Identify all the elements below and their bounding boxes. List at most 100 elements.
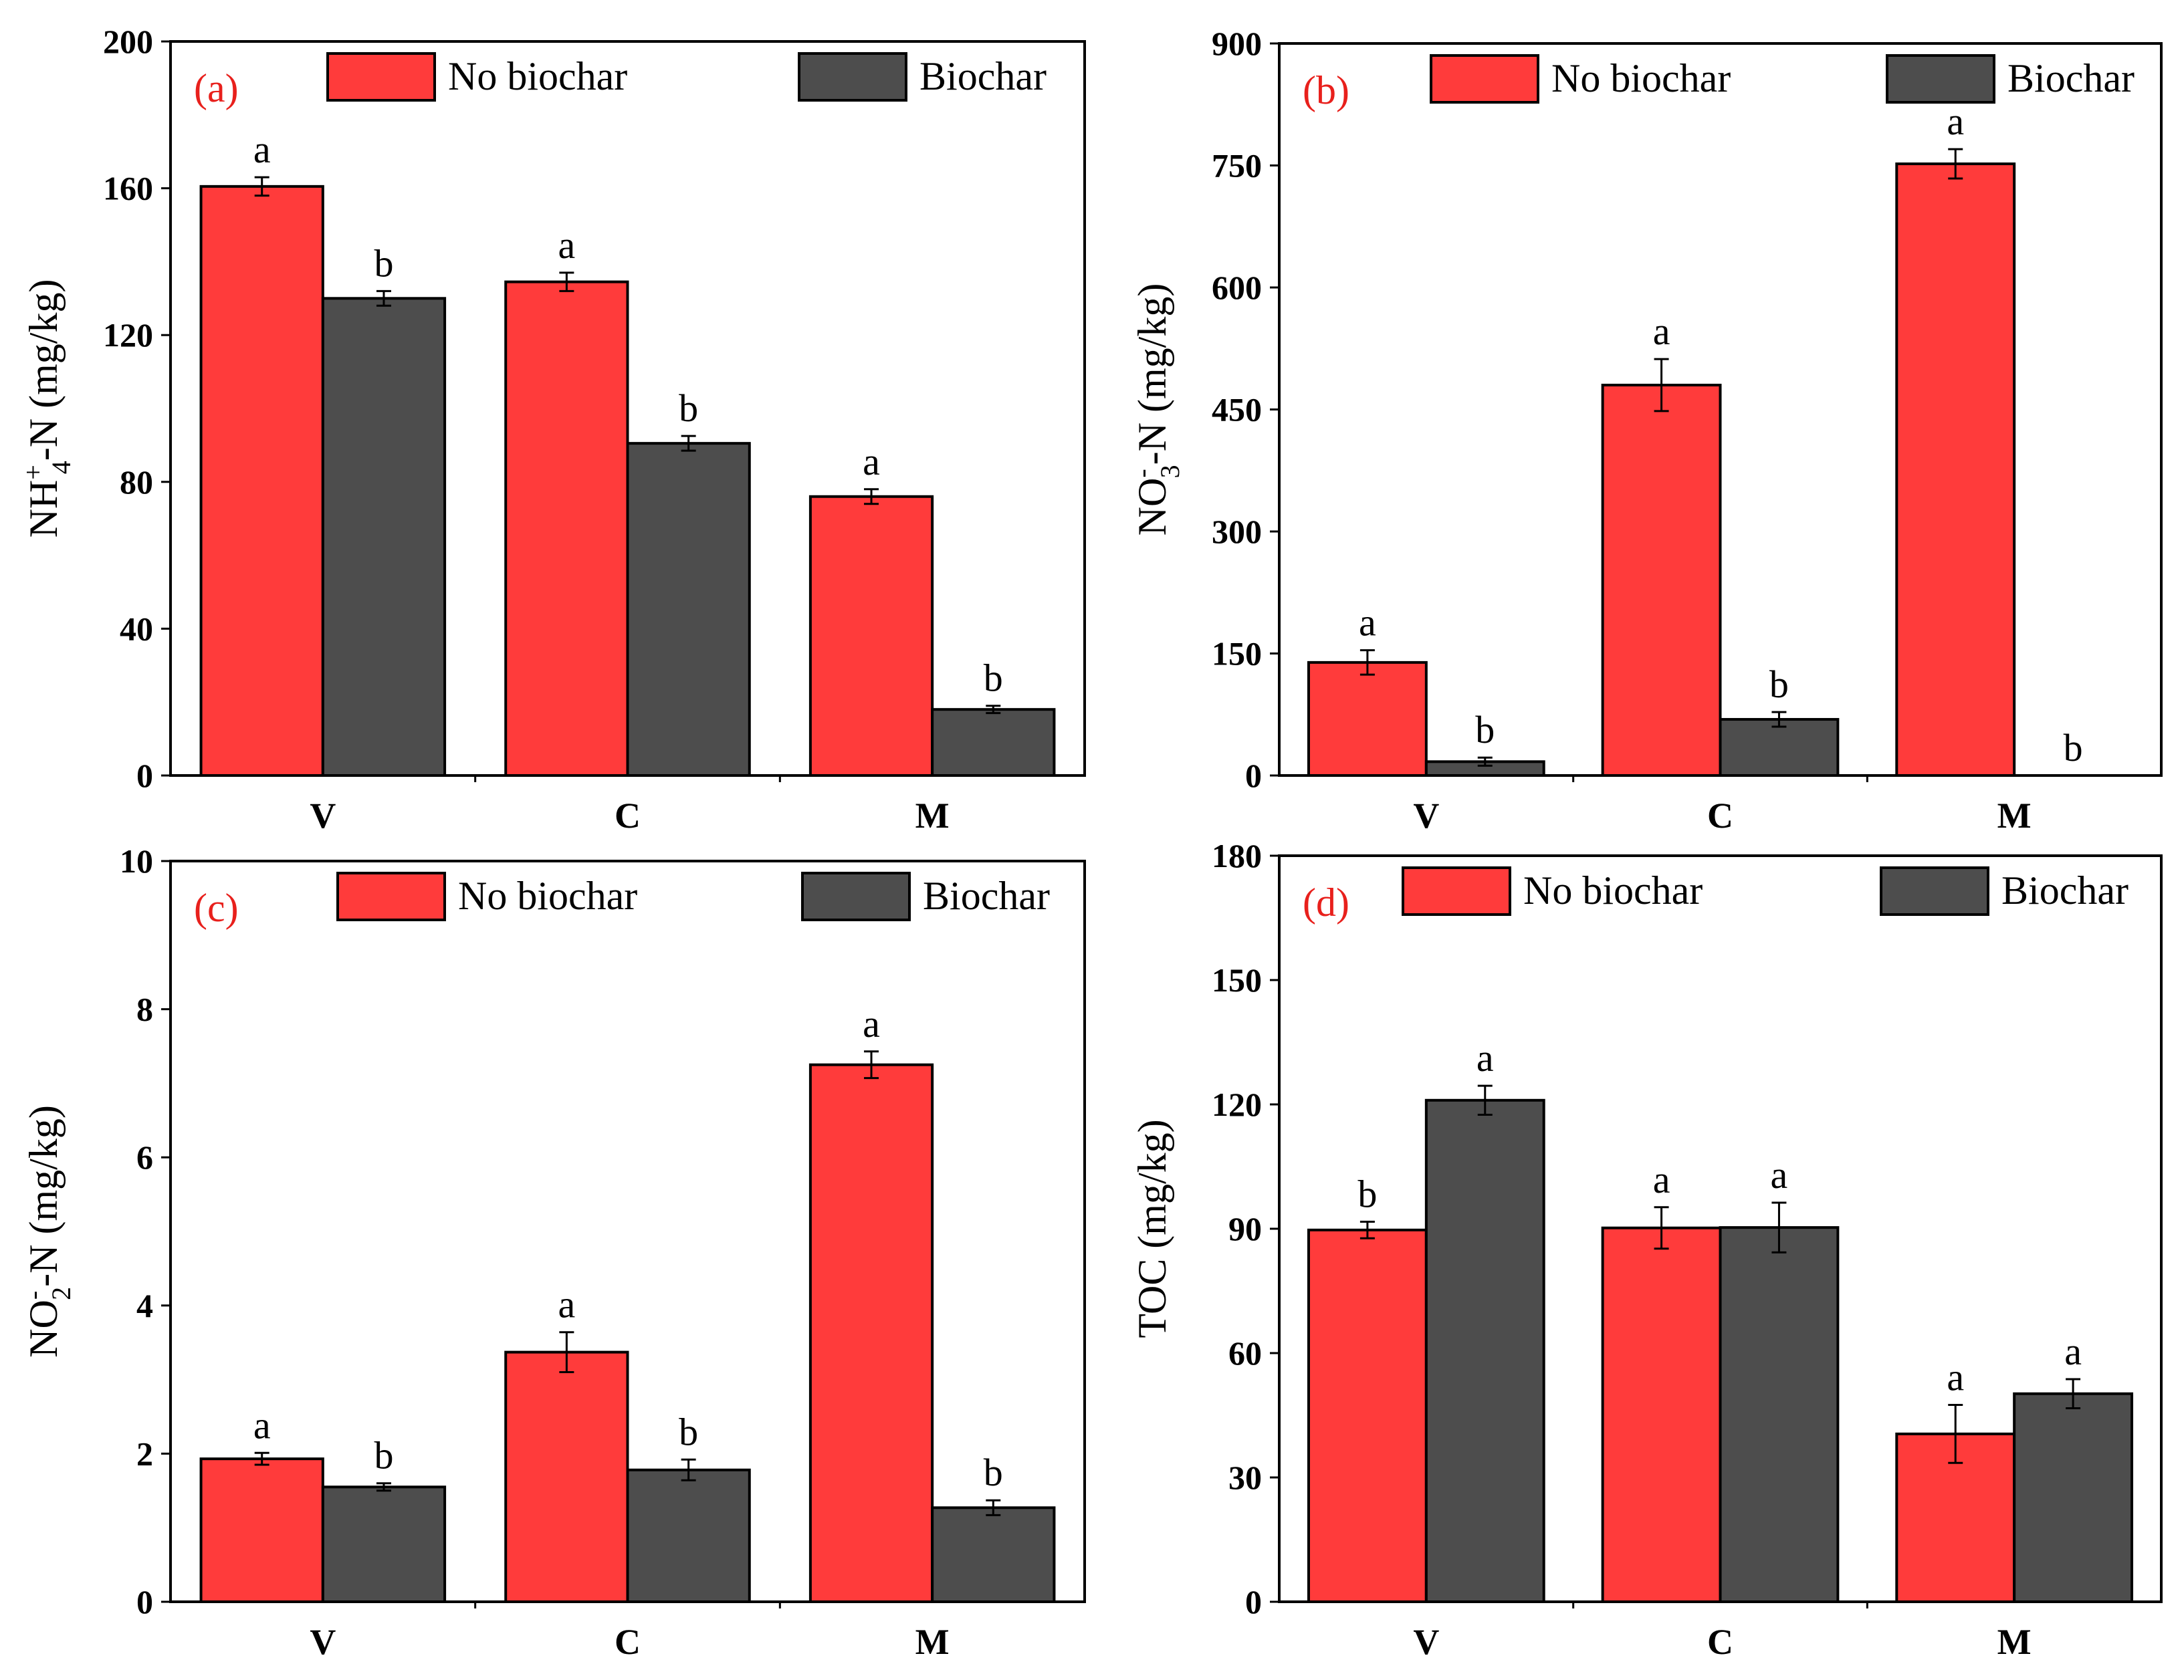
panel-label: (d) — [1303, 880, 1349, 925]
y-tick-label: 450 — [1212, 391, 1262, 429]
legend-swatch-no-biochar — [336, 872, 446, 921]
panel-label: (b) — [1303, 68, 1349, 112]
x-tick-label-V: V — [1413, 1622, 1439, 1662]
y-tick-label: 750 — [1212, 147, 1262, 185]
y-tick-label: 30 — [1228, 1459, 1262, 1496]
significance-letter: b — [374, 1434, 393, 1477]
y-tick-label: 6 — [136, 1138, 153, 1176]
y-tick-label: 0 — [136, 1583, 153, 1621]
significance-letter: b — [374, 241, 393, 285]
significance-letter: a — [1477, 1036, 1494, 1080]
bar-no-biochar-M — [1895, 162, 2016, 777]
legend-label-biochar: Biochar — [2001, 868, 2128, 913]
bar-no-biochar-C — [504, 1350, 629, 1603]
legend-swatch-biochar — [1886, 54, 1995, 104]
significance-letter: a — [1947, 1356, 1964, 1399]
significance-letter: a — [1947, 100, 1964, 143]
significance-letter: a — [863, 440, 880, 483]
y-tick-label: 4 — [136, 1287, 153, 1324]
x-tick-label-V: V — [310, 796, 336, 836]
bar-biochar-V — [1424, 1098, 1545, 1604]
x-tick-label-M: M — [915, 796, 950, 836]
y-tick-label: 900 — [1212, 25, 1262, 62]
significance-letter: b — [984, 1451, 1003, 1494]
bar-biochar-C — [1719, 718, 1840, 777]
bar-biochar-M — [931, 1506, 1056, 1603]
y-tick-label: 10 — [120, 842, 153, 880]
x-tick-label-V: V — [1413, 796, 1439, 836]
y-tick-label: 120 — [1212, 1086, 1262, 1123]
y-tick-label: 80 — [120, 463, 153, 501]
legend-swatch-biochar — [801, 872, 911, 921]
y-axis-label: NO-3-N (mg/kg) — [1127, 283, 1185, 536]
y-axis-label: TOC (mg/kg) — [1130, 1119, 1174, 1338]
panel-2: a b Va b Ca b M 0 2 4 6 8 10 NO-2-N (mg/kg) (c) No bioc… — [18, 842, 1086, 1662]
significance-letter: b — [679, 386, 698, 430]
legend-label-biochar: Biochar — [919, 54, 1047, 98]
significance-letter: a — [1359, 601, 1376, 644]
panel-label: (c) — [194, 886, 239, 930]
bar-biochar-M — [931, 708, 1056, 777]
x-tick-label-C: C — [1707, 1622, 1733, 1662]
x-tick-label-C: C — [615, 1622, 641, 1662]
y-axis-label: NO-2-N (mg/kg) — [18, 1105, 76, 1358]
plot-frame — [1278, 42, 2163, 777]
x-tick-label-M: M — [915, 1622, 950, 1662]
y-tick-label: 120 — [103, 316, 153, 354]
bar-no-biochar-V — [199, 1457, 324, 1603]
y-tick-label: 600 — [1212, 269, 1262, 306]
legend-label-no-biochar: No biochar — [1551, 56, 1731, 100]
x-tick-label-M: M — [1997, 796, 2032, 836]
y-tick-label: 150 — [1212, 961, 1262, 999]
y-tick-label: 0 — [1245, 1583, 1262, 1621]
legend-swatch-biochar — [1880, 866, 1989, 916]
y-tick-label: 2 — [136, 1435, 153, 1472]
plot-frame — [169, 860, 1086, 1603]
y-tick-label: 300 — [1212, 513, 1262, 550]
legend-swatch-no-biochar — [1430, 54, 1539, 104]
y-tick-label: 40 — [120, 610, 153, 647]
y-axis-label: NH+4-N (mg/kg) — [18, 279, 76, 538]
bar-biochar-C — [626, 1468, 751, 1603]
panel-3: b a Va a Ca a M 0 30 60 90 120 150 180 TOC (mg/kg) (d) N… — [1130, 837, 2163, 1662]
significance-letter: a — [2064, 1330, 2082, 1373]
y-tick-label: 200 — [103, 23, 153, 60]
significance-letter: a — [558, 223, 575, 267]
significance-letter: a — [1653, 310, 1670, 353]
legend-label-biochar: Biochar — [923, 874, 1050, 918]
legend-label-no-biochar: No biochar — [1523, 868, 1703, 913]
y-tick-label: 150 — [1212, 635, 1262, 673]
bar-no-biochar-C — [1601, 1226, 1722, 1603]
x-tick-label-V: V — [310, 1622, 336, 1662]
legend-label-no-biochar: No biochar — [448, 54, 627, 98]
legend-swatch-biochar — [798, 52, 907, 102]
plot-frame — [169, 40, 1086, 777]
bar-biochar-C — [626, 442, 751, 777]
x-tick-label-C: C — [615, 796, 641, 836]
plot-frame — [1278, 854, 2163, 1603]
significance-letter: a — [1653, 1158, 1670, 1201]
significance-letter: b — [679, 1410, 698, 1453]
legend-label-no-biochar: No biochar — [458, 874, 637, 918]
bar-no-biochar-M — [808, 1063, 934, 1603]
legend-swatch-no-biochar — [326, 52, 436, 102]
bar-biochar-C — [1719, 1226, 1840, 1603]
y-tick-label: 160 — [103, 170, 153, 207]
y-tick-label: 0 — [136, 757, 153, 794]
x-tick-label-M: M — [1997, 1622, 2032, 1662]
bar-no-biochar-V — [1307, 661, 1428, 777]
significance-letter: a — [558, 1283, 575, 1326]
y-tick-label: 60 — [1228, 1334, 1262, 1372]
bar-biochar-V — [321, 1485, 447, 1604]
significance-letter: a — [253, 128, 271, 171]
significance-letter: b — [984, 656, 1003, 700]
bar-biochar-V — [321, 297, 447, 777]
significance-letter: a — [863, 1002, 880, 1046]
significance-letter: b — [2064, 726, 2083, 769]
x-tick-label-C: C — [1707, 796, 1733, 836]
bar-no-biochar-C — [1601, 384, 1722, 777]
significance-letter: b — [1357, 1172, 1377, 1215]
legend-swatch-no-biochar — [1402, 866, 1511, 916]
significance-letter: b — [1475, 708, 1495, 751]
